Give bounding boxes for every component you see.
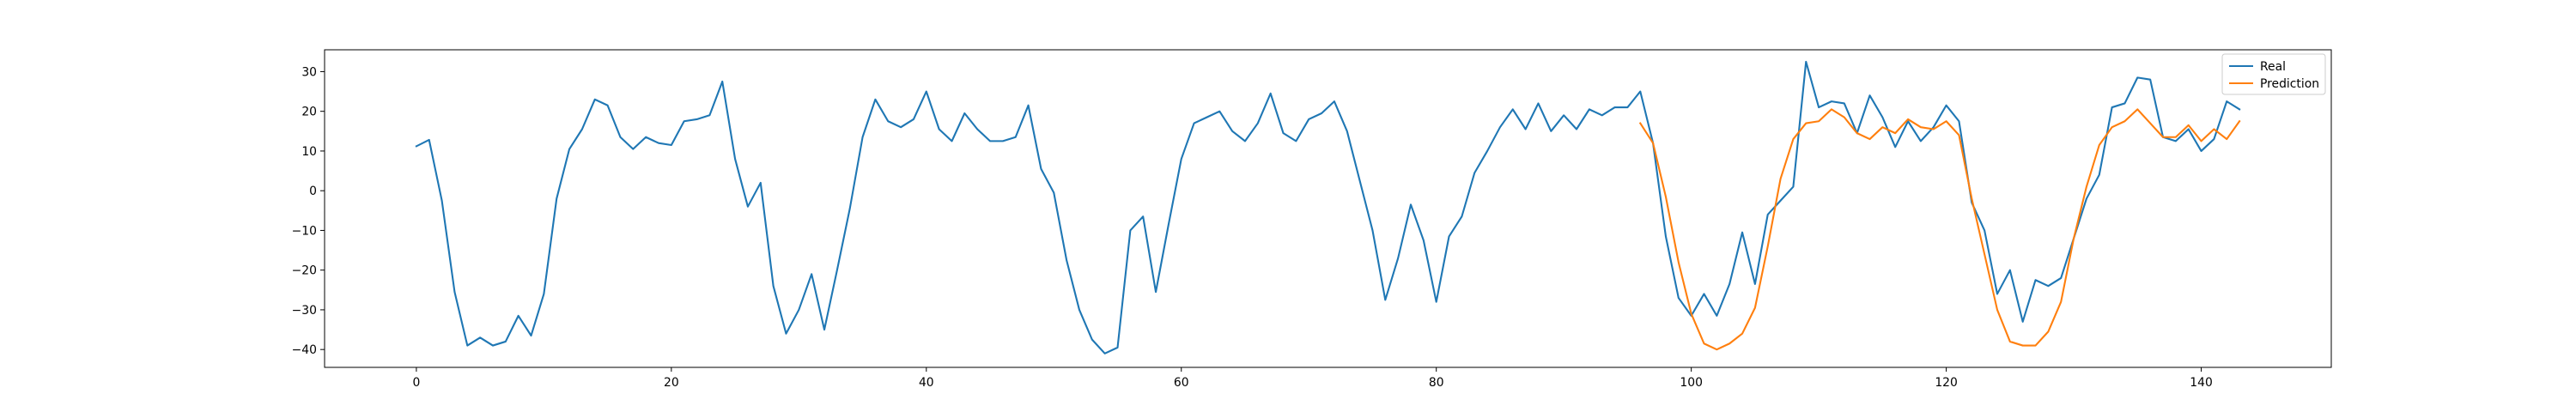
y-axis: −40 −30 −20 −10 0 10 20 30: [292, 65, 325, 357]
axes-frame: [324, 49, 2332, 368]
legend: Real Prediction: [2221, 53, 2326, 95]
legend-box: [2221, 53, 2326, 95]
x-axis: 0 20 40 60 80 100 120 140: [412, 367, 2213, 390]
x-tick-label: 80: [1429, 376, 1444, 390]
x-tick-label: 60: [1174, 376, 1189, 390]
y-tick-label: 0: [309, 185, 317, 198]
x-tick-label: 100: [1680, 376, 1703, 390]
y-tick-label: −40: [292, 343, 317, 357]
y-tick-label: −20: [292, 264, 317, 278]
y-tick-label: −30: [292, 304, 317, 318]
y-tick-label: 30: [301, 65, 317, 79]
y-tick-label: −10: [292, 224, 317, 238]
x-tick-label: 120: [1935, 376, 1958, 390]
plot-area: [415, 60, 2241, 354]
x-tick-label: 20: [664, 376, 679, 390]
y-tick-label: 10: [301, 145, 317, 159]
series-line-prediction: [1638, 108, 2241, 351]
legend-label-real: Real: [2260, 60, 2286, 74]
y-tick-label: 20: [301, 106, 317, 119]
x-tick-label: 40: [919, 376, 934, 390]
series-line-real: [415, 60, 2241, 354]
x-tick-label: 0: [412, 376, 420, 390]
x-tick-label: 140: [2190, 376, 2213, 390]
legend-label-prediction: Prediction: [2260, 77, 2319, 91]
